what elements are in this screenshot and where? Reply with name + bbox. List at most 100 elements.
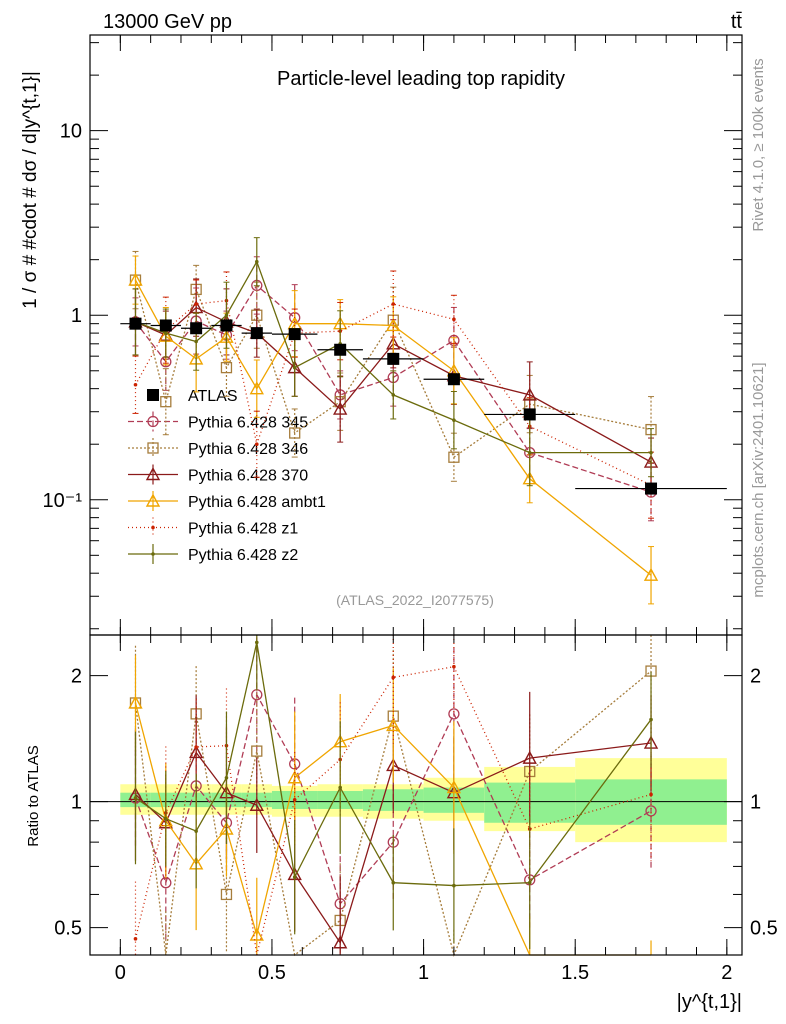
ratio-point [446,780,462,794]
ratio-frame [89,634,743,956]
data-point [333,401,348,415]
atlas-point [334,343,347,356]
ratio-point [128,695,143,709]
ratio-y-tick-label-right: 1 [750,792,761,814]
legend-item-pythia-6-428-ambt1: Pythia 6.428 ambt1 [128,491,326,511]
data-point [452,317,456,322]
data-point [649,450,653,455]
data-point [391,393,396,397]
ratio-point [391,880,396,885]
legend-label: Pythia 6.428 ambt1 [188,494,326,511]
data-point [133,382,138,387]
ratio-point [391,675,396,680]
ratio-point [287,770,302,784]
data-point [249,381,264,395]
ratio-point [452,664,456,669]
atlas-point [159,319,172,332]
legend-label: Pythia 6.428 z1 [188,521,298,538]
data-point [289,427,301,439]
ratio-point [338,785,342,790]
atlas-point [190,322,203,335]
data-point [128,272,143,286]
ratio-y-axis-label: Ratio to ATLAS [25,745,42,846]
data-point [164,331,168,335]
data-point [254,259,259,264]
header-energy: 13000 GeV pp [103,11,232,33]
legend-item-pythia-6-428-370: Pythia 6.428 370 [128,464,308,485]
rivet-label: Rivet 4.1.0, ≥ 100k events [750,58,767,231]
top-frame [89,34,743,636]
legend-label: Pythia 6.428 z2 [188,547,298,564]
legend-label: ATLAS [188,388,238,405]
legend-marker [147,442,159,454]
data-point [386,318,401,332]
data-point [254,442,259,447]
legend-marker [147,389,159,401]
legend-label: Pythia 6.428 370 [188,468,308,485]
data-point [391,302,396,306]
ratio-point [645,805,657,817]
ratio-y-tick-label: 1 [71,792,82,814]
ratio-point [194,745,198,749]
x-tick-label: 0.5 [258,962,286,984]
ratio-y-tick-label: 0.5 [54,918,82,940]
atlas-point [129,317,142,330]
series-atlas [120,317,727,495]
atlas-point [288,328,301,341]
ratio-point [292,875,297,879]
legend-marker [145,493,161,507]
source-label: mcplots.cern.ch [arXiv:2401.10621] [750,362,767,597]
ratio-point [164,816,168,821]
data-point [220,361,233,374]
ratio-point [254,640,259,645]
y-axis-label: 1 / σ # #cdot # dσ / d|y^{t,1}| [20,71,41,309]
atlas-point [220,319,233,332]
atlas-point [447,373,460,386]
legend-item-pythia-6-428-345: Pythia 6.428 345 [128,411,308,432]
ratio-point [194,829,198,833]
legend-label: Pythia 6.428 346 [188,441,308,458]
legend-marker [145,467,161,481]
analysis-id: (ATLAS_2022_I2077575) [336,592,494,608]
data-point [452,418,456,422]
atlas-point [523,408,536,421]
data-point [292,365,297,370]
legend: ATLAS Pythia 6.428 345 Pythia 6.428 346 Pyt… [128,388,326,564]
ratio-point [292,797,297,802]
ratio-point [649,717,653,722]
ratio-y-tick-label: 2 [71,666,82,688]
plot-title: Particle-level leading top rapidity [277,68,565,90]
ratio-point [386,717,401,732]
atlas-point [387,352,400,365]
data-point [194,302,198,306]
legend-item-atlas: ATLAS [147,388,238,405]
ratio-point [220,888,233,901]
header-process: tt̄ [731,11,743,33]
atlas-point [250,327,263,340]
ratio-series-pythia-6-428-z2 [133,635,653,949]
ratio-point [249,927,264,941]
x-axis-label: |y^{t,1}| [677,991,742,1013]
data-point [522,387,537,401]
series-line [134,284,652,493]
x-tick-label: 1 [418,962,429,984]
legend-marker [147,415,159,428]
y-tick-label: 1 [71,305,82,327]
ratio-point [251,745,263,757]
ratio-line [134,692,652,906]
legend-item-pythia-6-428-346: Pythia 6.428 346 [128,438,308,458]
data-point [160,396,172,408]
data-point [448,451,460,463]
ratio-y-tick-label-right: 2 [750,666,761,688]
x-tick-label: 2 [721,962,732,984]
ratio-point [649,792,653,797]
legend-marker [151,525,155,530]
x-tick-label: 0 [115,962,126,984]
data-point [643,567,659,581]
legend-label: Pythia 6.428 345 [188,415,308,432]
ratio-point [448,708,460,720]
y-tick-label: 10⁻¹ [43,490,83,512]
atlas-point [645,482,658,495]
ratio-point [133,937,138,941]
